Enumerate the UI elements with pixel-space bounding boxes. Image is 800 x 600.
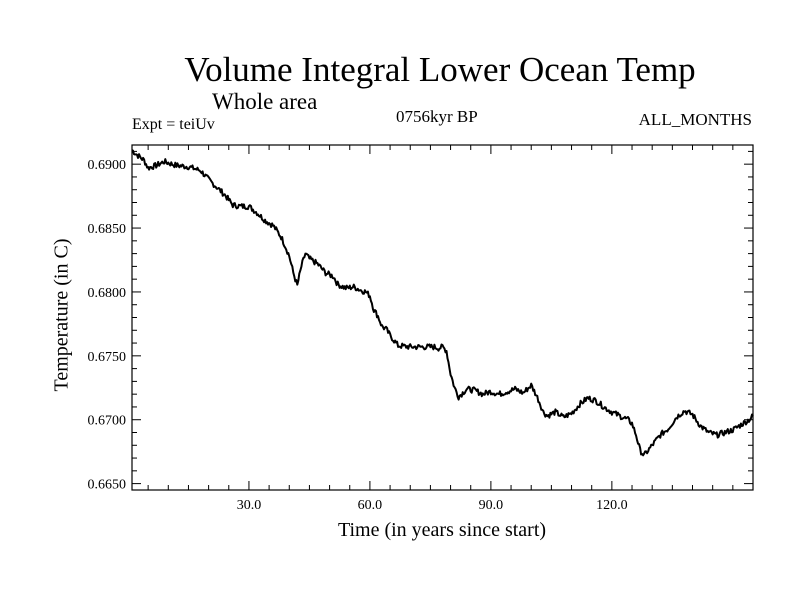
- y-tick-label: 0.6750: [88, 350, 127, 365]
- chart-subtitle: Whole area: [212, 89, 318, 114]
- chart-title: Volume Integral Lower Ocean Temp: [184, 50, 696, 89]
- axis-ticks: [132, 145, 753, 490]
- x-tick-label: 120.0: [596, 498, 628, 513]
- y-tick-label: 0.6800: [88, 286, 127, 301]
- y-tick-label: 0.6850: [88, 222, 127, 237]
- plot-frame: [131, 144, 754, 491]
- y-tick-label: 0.6650: [88, 478, 127, 493]
- axis-tick-labels: 30.0 60.0 90.0 120.0 0.6650 0.6700 0.6750 0.680…: [88, 158, 628, 513]
- experiment-label: Expt = teiUv: [132, 116, 215, 133]
- series-line: [131, 149, 754, 457]
- x-axis-label: Time (in years since start): [337, 519, 547, 541]
- months-label: ALL_MONTHS: [638, 110, 752, 129]
- x-tick-label: 30.0: [237, 498, 262, 513]
- y-tick-label: 0.6700: [88, 414, 127, 429]
- x-tick-label: 60.0: [358, 498, 383, 513]
- x-tick-label: 90.0: [479, 498, 504, 513]
- period-label: 0756kyr BP: [396, 107, 478, 126]
- y-tick-label: 0.6900: [88, 158, 127, 173]
